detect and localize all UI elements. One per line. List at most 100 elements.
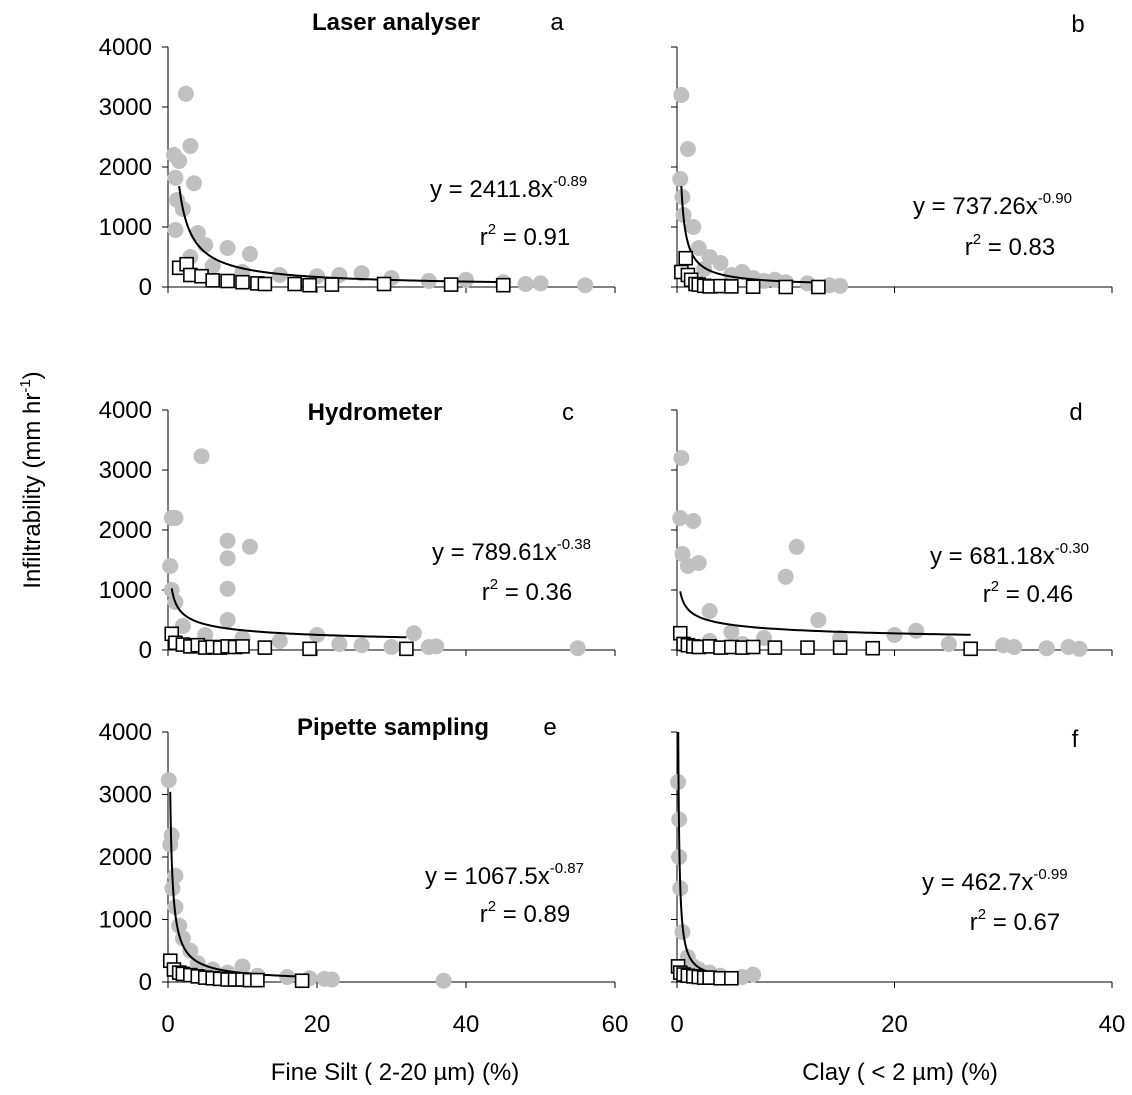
x-tick-label: 20 [881, 1011, 908, 1038]
data-point [674, 546, 691, 562]
panel: d y = 681.18x-0.30 r2 = 0.46 [671, 399, 1113, 657]
equation-exponent: -0.89 [553, 173, 587, 190]
data-point [235, 639, 250, 654]
y-tick-label: 0 [139, 274, 152, 301]
equation-exponent: -0.90 [1038, 190, 1072, 207]
r2-base: r [983, 581, 991, 608]
y-tick-label: 2000 [99, 517, 152, 544]
y-tick-label: 1000 [99, 577, 152, 604]
fit-equation: y = 462.7x-0.99 [922, 866, 1068, 896]
y-tick-label: 2000 [99, 844, 152, 871]
data-point [577, 277, 594, 294]
data-point [353, 265, 370, 282]
x-tick-label: 60 [602, 1011, 629, 1038]
data-point [241, 246, 258, 262]
data-point [1071, 640, 1088, 657]
equation-exponent: -0.30 [1055, 540, 1089, 557]
panel: 0 1000 2000 3000 4000 0 20 40 60 Pipette sampling… [99, 714, 629, 1086]
data-point [189, 225, 206, 241]
panel-title: Laser analyser [312, 9, 480, 36]
y-tick-label: 4000 [99, 34, 152, 61]
data-point [811, 279, 826, 295]
y-label-text: Infiltrability (mm hr [19, 393, 46, 589]
data-point [220, 273, 235, 289]
r2-value: = 0.67 [986, 909, 1060, 936]
data-point [435, 972, 452, 989]
data-point [724, 279, 739, 294]
equation-base: y = 462.7x [922, 869, 1033, 896]
panel-label: c [562, 399, 574, 426]
panel-label: a [550, 9, 564, 36]
data-point [940, 636, 957, 652]
data-point [886, 627, 903, 643]
fit-equation: y = 681.18x-0.30 [930, 540, 1089, 570]
y-tick-label: 4000 [99, 719, 152, 746]
panel: 0 1000 2000 3000 4000 Laser analyser a y = 2411… [99, 9, 616, 301]
data-point [701, 603, 718, 619]
fit-r2: r2 = 0.91 [480, 221, 570, 251]
data-point [778, 279, 794, 295]
x-tick-label: 20 [304, 1011, 331, 1038]
data-point [241, 538, 258, 555]
panel: 0 1000 2000 3000 4000 Hydrometer c y = 789.61x-… [99, 397, 616, 664]
data-point [219, 580, 236, 597]
data-point [672, 510, 689, 526]
r2-value: = 0.89 [496, 901, 570, 928]
data-point [324, 277, 340, 292]
data-point [443, 277, 459, 292]
data-point [257, 640, 273, 655]
panel-label: b [1071, 11, 1084, 38]
data-point [234, 958, 251, 975]
data-point [193, 448, 210, 465]
data-point [219, 532, 236, 549]
fit-equation: y = 789.61x-0.38 [432, 536, 591, 566]
r2-base: r [965, 234, 973, 261]
data-point [186, 175, 203, 192]
data-point [734, 264, 751, 280]
data-point [532, 275, 549, 292]
points [672, 450, 1088, 657]
data-point [219, 240, 236, 256]
data-point [672, 171, 689, 187]
data-point [865, 640, 881, 656]
r2-exponent: 2 [488, 221, 496, 238]
equation-base: y = 681.18x [930, 543, 1055, 570]
r2-value: = 0.36 [498, 579, 572, 606]
data-point [810, 612, 827, 628]
r2-exponent: 2 [991, 578, 999, 595]
panel-label: f [1072, 726, 1079, 753]
fit-curve [679, 591, 971, 636]
equation-base: y = 789.61x [432, 539, 557, 566]
data-point [323, 971, 340, 988]
x-tick-label: 0 [670, 1011, 683, 1038]
fit-curve [170, 588, 407, 639]
fit-r2: r2 = 0.89 [480, 898, 570, 928]
data-point [1038, 640, 1055, 657]
data-point [569, 640, 586, 657]
data-point [673, 450, 690, 466]
data-point [745, 279, 761, 295]
data-point [257, 276, 273, 292]
r2-value: = 0.46 [999, 581, 1073, 608]
r2-base: r [480, 224, 488, 251]
data-point [383, 639, 400, 655]
r2-exponent: 2 [973, 231, 981, 248]
data-point [399, 641, 414, 657]
data-point [167, 222, 184, 238]
panel-title: Hydrometer [308, 399, 443, 426]
data-point [673, 87, 690, 103]
fit-equation: y = 1067.5x-0.87 [425, 860, 584, 890]
y-tick-label: 4000 [99, 397, 152, 424]
panel: b y = 737.26x-0.90 r2 = 0.83 [671, 11, 1113, 295]
panel-label: d [1069, 399, 1082, 426]
data-point [250, 972, 265, 988]
data-point [167, 510, 184, 526]
data-point [685, 513, 702, 529]
data-point [171, 153, 188, 169]
fit-r2: r2 = 0.46 [983, 578, 1073, 608]
data-point [788, 538, 805, 555]
y-axis-label: Infiltrability (mm hr-1) [17, 371, 46, 588]
data-point [197, 237, 214, 253]
r2-value: = 0.83 [981, 234, 1055, 261]
points [160, 772, 452, 989]
